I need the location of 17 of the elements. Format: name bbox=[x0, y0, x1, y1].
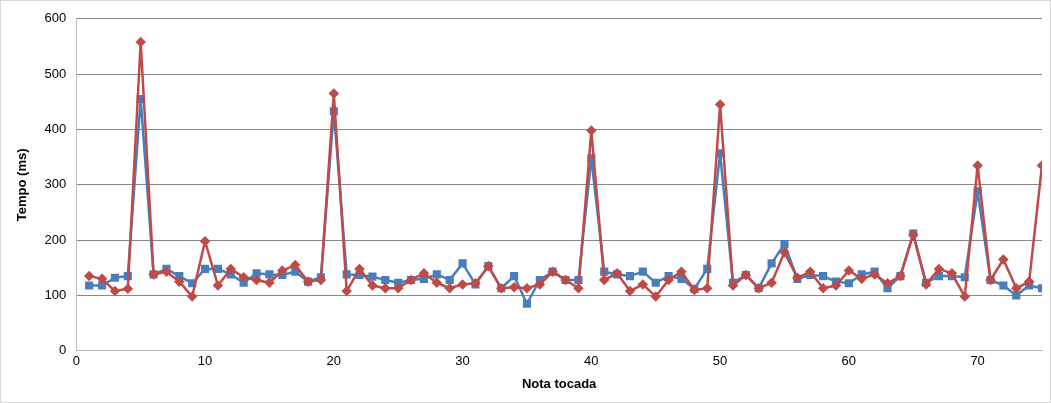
y-tick-label: 200 bbox=[44, 231, 67, 247]
y-tick-label: 600 bbox=[44, 10, 67, 26]
y-tick-label: 500 bbox=[44, 65, 67, 81]
y-tick-label: 300 bbox=[44, 176, 67, 192]
x-tick-label: 50 bbox=[712, 353, 728, 369]
x-tick-label: 70 bbox=[970, 353, 985, 369]
x-tick-label: 0 bbox=[72, 353, 80, 369]
x-axis-title: Nota tocada bbox=[521, 375, 598, 391]
y-tick-label: 0 bbox=[59, 342, 67, 358]
x-tick-label: 10 bbox=[197, 353, 213, 369]
x-tick-label: 40 bbox=[584, 353, 599, 369]
x-tick-label: 20 bbox=[326, 353, 342, 369]
x-tick-label: 60 bbox=[841, 353, 857, 369]
y-tick-label: 100 bbox=[44, 287, 67, 303]
y-axis-title: Tempo (ms) bbox=[14, 148, 30, 222]
x-tick-label: 30 bbox=[455, 353, 470, 369]
y-tick-label: 400 bbox=[44, 121, 67, 137]
